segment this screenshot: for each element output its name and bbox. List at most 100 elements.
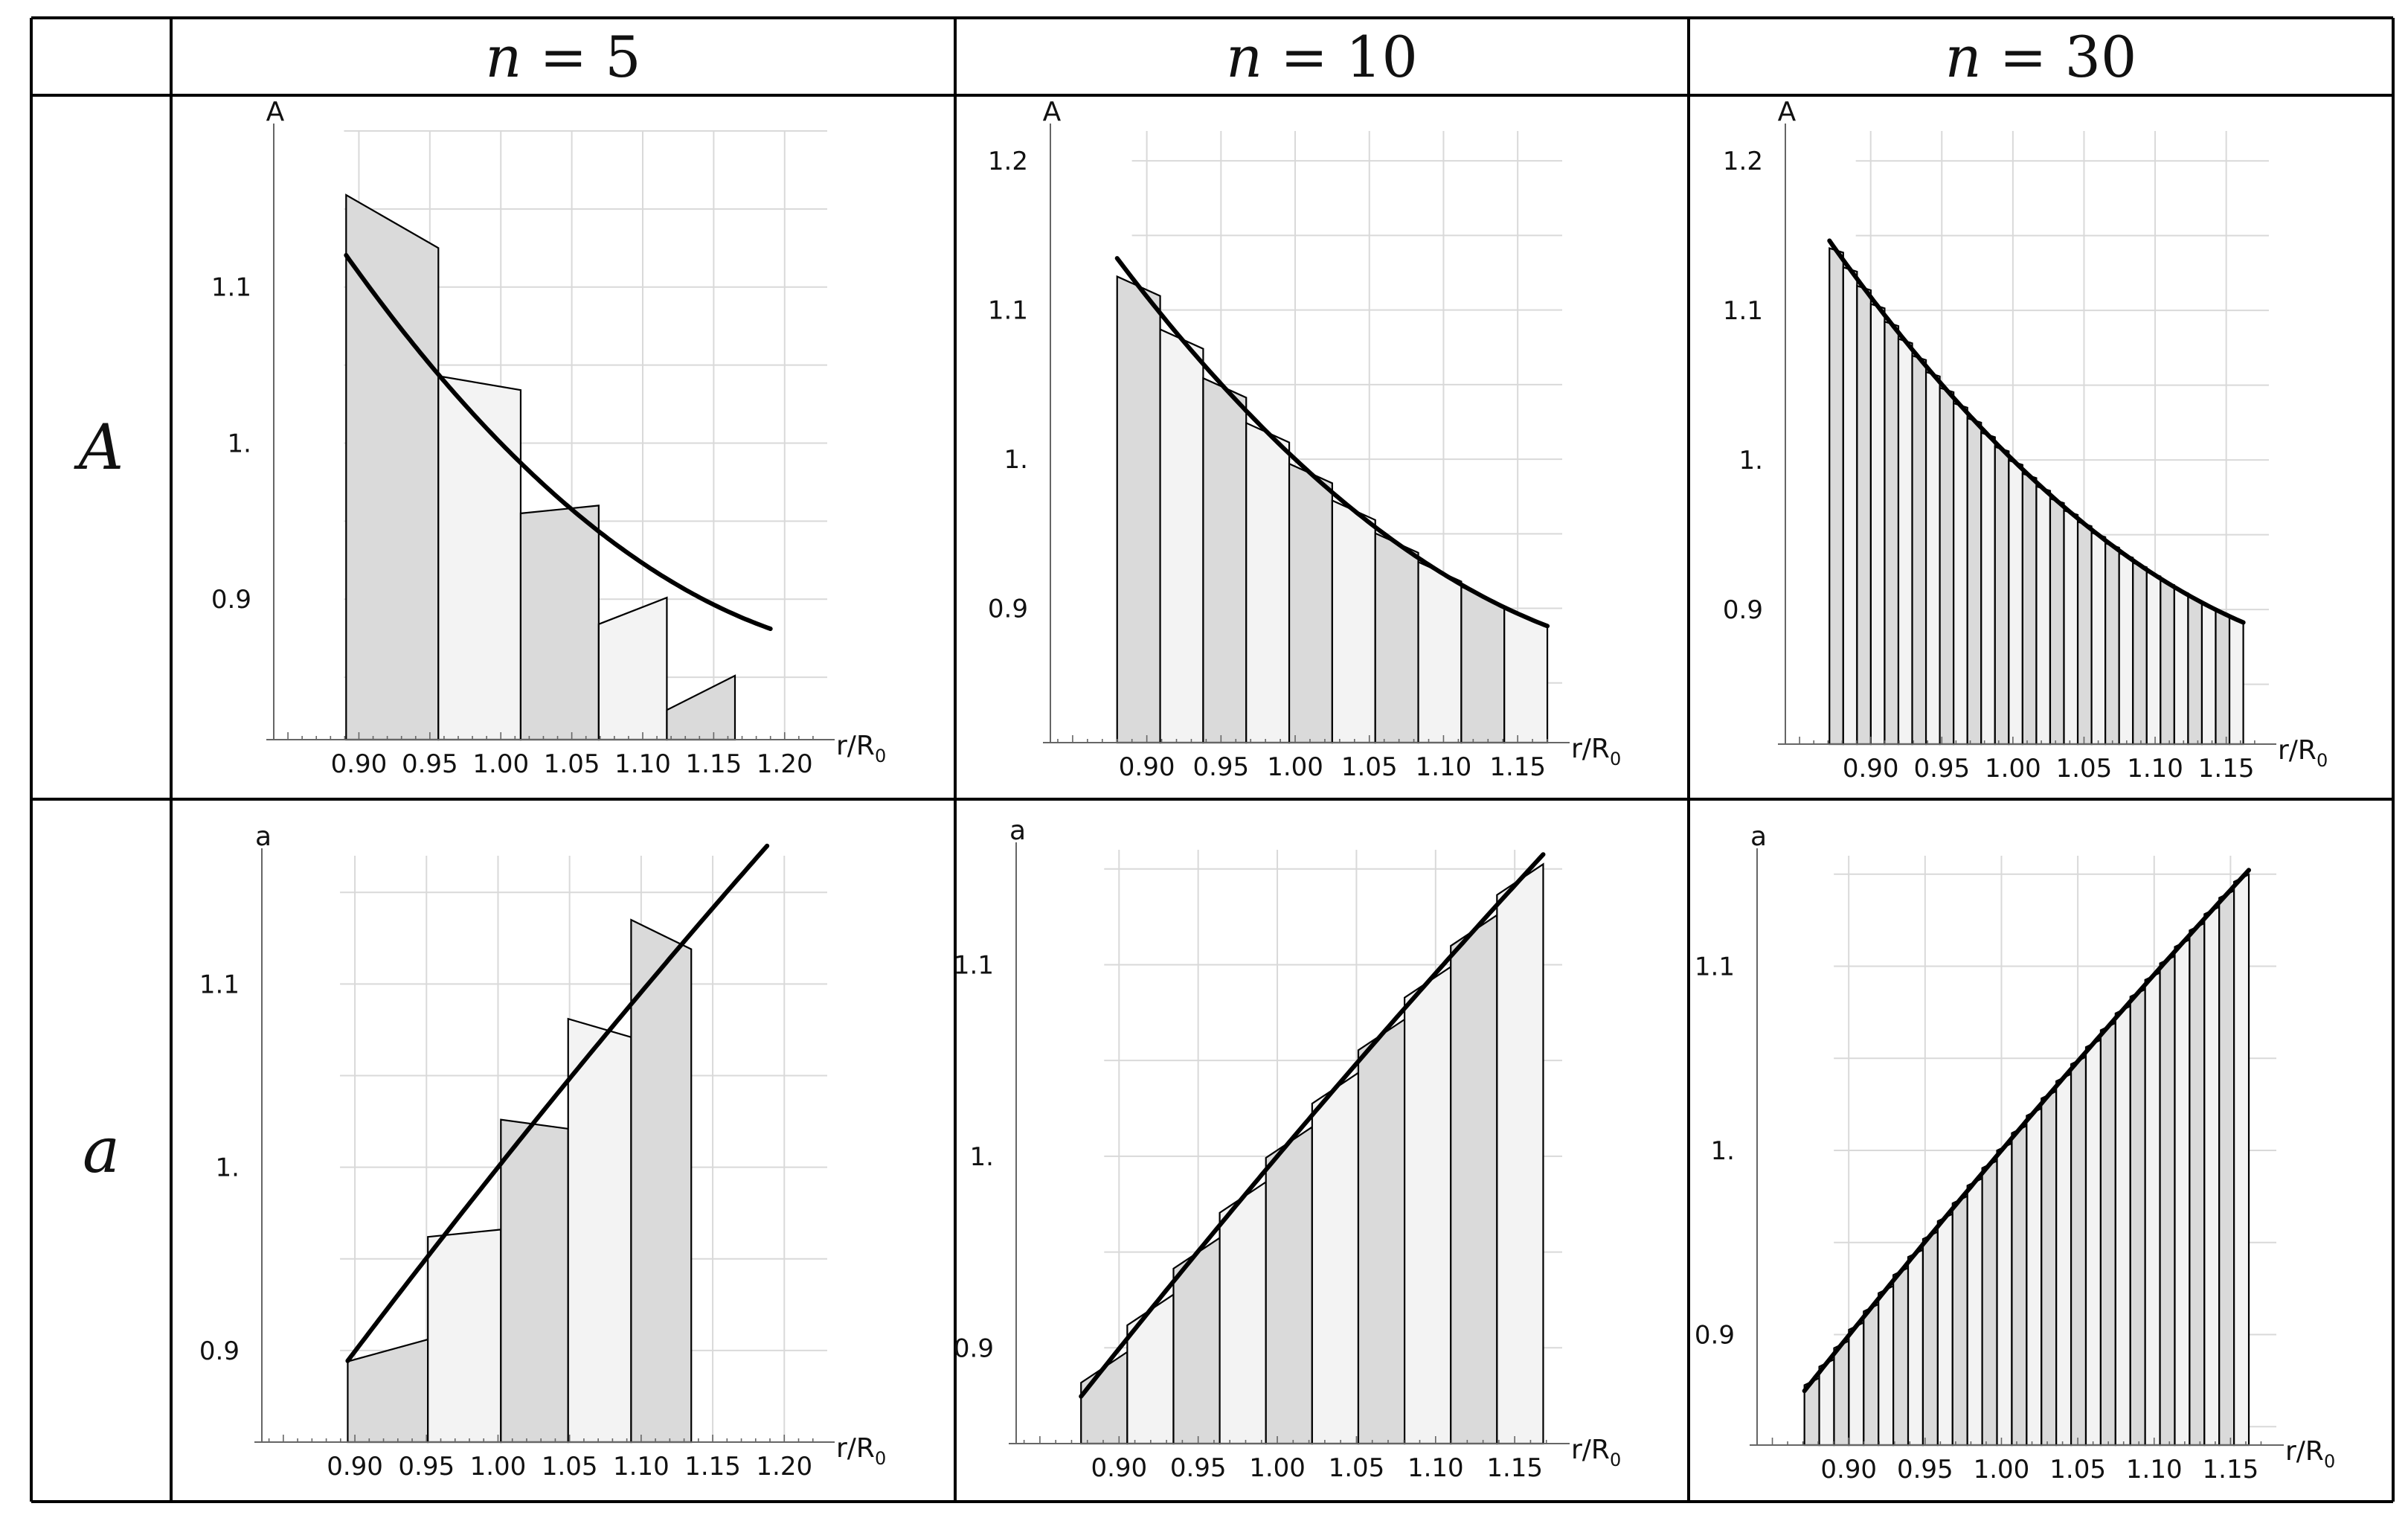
- chart-a-n5-xtick-label-1: 0.95: [398, 1452, 455, 1482]
- chart-a-n30-bar-17: [2041, 1089, 2058, 1447]
- chart-a-n30-ytick-label-2: 1.1: [1695, 952, 1735, 982]
- chart-a-n30-xtick-label-1: 0.95: [1897, 1455, 1953, 1485]
- chart-A-n30-bar-27: [2187, 595, 2203, 746]
- chart-a-n10-bar-7: [1357, 1017, 1406, 1445]
- chart-A-n30-bar-26: [2173, 587, 2189, 746]
- chart-a-n5-bar-5: [630, 918, 693, 1444]
- chart-a-n5-bars: [347, 918, 693, 1444]
- chart-a-n30-bar-16: [2026, 1107, 2043, 1447]
- chart-A-n10-axes: [1043, 124, 1570, 743]
- chart-a-n30-bar-13: [1981, 1159, 1998, 1447]
- chart-A-n10-xtick-label-4: 1.10: [1416, 752, 1472, 782]
- chart-A-n5-ytick-label-2: 1.1: [211, 273, 251, 303]
- chart-A-n10-bar-4: [1245, 421, 1291, 744]
- chart-a-n30-xtick-label-3: 1.05: [2049, 1455, 2106, 1485]
- chart-A-n30-bar-8: [1924, 371, 1941, 746]
- chart-a-n30-xlabel: r/R0: [2285, 1436, 2335, 1472]
- chart-A-n10-xtick-label-3: 1.05: [1341, 752, 1398, 782]
- chart-A-n30-ytick-label-3: 1.2: [1723, 147, 1763, 176]
- chart-a-n10-ylabel: a: [1009, 816, 1026, 846]
- chart-A-n5-xtick-label-0: 0.90: [331, 749, 388, 779]
- chart-a-n10-xlabel-sub: 0: [1610, 1450, 1621, 1470]
- chart-a-n5-bar-1: [347, 1338, 429, 1444]
- chart-a-n5-bar-4: [567, 1017, 632, 1444]
- chart-A-n10-ytick-label-1: 1.: [1004, 445, 1028, 475]
- chart-A-n30-xlabel-main: r/R: [2278, 735, 2317, 766]
- column-header-n10-eq: = 10: [1262, 23, 1418, 90]
- chart-a-n30-bar-27: [2189, 922, 2206, 1447]
- chart-A-n30-bar-25: [2160, 579, 2175, 746]
- chart-a-n30-axes: [1750, 848, 2284, 1446]
- chart-A-n10-tick-labels: 0.90 0.95 1.00 1.05 1.10 1.15 0.9 1. 1.1 1.2: [988, 147, 1546, 782]
- chart-a-n30-bar-28: [2203, 906, 2221, 1447]
- chart-a-n30-curve: [1802, 868, 2251, 1394]
- chart-a-n30-bar-26: [2174, 938, 2191, 1447]
- chart-A-n5-curve: [344, 253, 773, 631]
- chart-A-n30-bar-22: [2118, 552, 2134, 746]
- chart-A-n30-bar-28: [2200, 603, 2217, 746]
- chart-A-n30-curve: [1827, 238, 2246, 625]
- chart-A-n30-xtick-label-1: 0.95: [1913, 754, 1970, 784]
- chart-a-n5-xlabel-main: r/R: [836, 1433, 875, 1464]
- chart-A-n5-bar-5: [666, 674, 736, 741]
- chart-A-n30-ytick-label-1: 1.: [1739, 446, 1763, 475]
- chart-A-n5-xtick-label-2: 1.00: [472, 749, 529, 779]
- row-header-A-label: A: [78, 411, 124, 484]
- chart-A-n10-ylabel: A: [1043, 97, 1062, 127]
- chart-A-n5-bar-2: [437, 374, 522, 741]
- column-header-n10-var: n: [1226, 23, 1263, 90]
- chart-a-n5-xtick-label-3: 1.05: [542, 1452, 598, 1482]
- chart-a-n5-xtick-label-6: 1.20: [756, 1452, 812, 1482]
- chart-A-n30-xtick-label-3: 1.05: [2056, 754, 2113, 784]
- chart-A-n30-ytick-label-2: 1.1: [1723, 296, 1763, 326]
- chart-A-n30-ytick-label-0: 0.9: [1723, 595, 1763, 625]
- column-header-n5: n = 5: [171, 18, 955, 95]
- chart-A-n30-ylabel: A: [1778, 97, 1797, 127]
- column-header-n30-var: n: [1945, 23, 1982, 90]
- chart-a-n5: 0.90 0.95 1.00 1.05 1.10 1.15 1.20 0.9 1. 1.1 a r/R…: [199, 822, 886, 1482]
- chart-a-n10-bars: [1080, 862, 1544, 1445]
- chart-a-n30-bar-6: [1878, 1284, 1895, 1447]
- chart-a-n10-xlabel-main: r/R: [1571, 1435, 1610, 1465]
- chart-a-n5-xtick-label-2: 1.00: [470, 1452, 527, 1482]
- chart-a-n30-bar-19: [2070, 1055, 2087, 1447]
- chart-A-n30-bar-12: [1980, 432, 1996, 746]
- chart-a-n5-ytick-label-2: 1.1: [199, 970, 240, 999]
- chart-a-n5-axes: [254, 848, 835, 1443]
- chart-A-n10-bar-10: [1503, 606, 1549, 744]
- chart-a-n10-ytick-label-1: 1.: [970, 1142, 994, 1172]
- chart-a-n10-bar-8: [1403, 965, 1452, 1445]
- chart-A-n5-xtick-label-1: 0.95: [402, 749, 458, 779]
- chart-A-n30-xtick-label-5: 1.15: [2198, 754, 2255, 784]
- chart-a-n5-bar-2: [427, 1229, 502, 1444]
- chart-a-n10-tick-labels: 0.90 0.95 1.00 1.05 1.10 1.15 0.9 1. 1.1: [954, 950, 1543, 1483]
- chart-a-n5-xlabel: r/R0: [836, 1433, 886, 1469]
- chart-a-n30-bar-8: [1907, 1248, 1924, 1447]
- chart-a-n10-bar-6: [1311, 1071, 1360, 1445]
- chart-a-n30-bar-7: [1892, 1266, 1910, 1447]
- chart-A-n10-curve: [1114, 256, 1550, 629]
- chart-A-n5-xtick-label-5: 1.15: [686, 749, 742, 779]
- chart-A-n30-xlabel-sub: 0: [2317, 750, 2328, 771]
- chart-A-n30-bar-23: [2132, 561, 2148, 746]
- chart-A-n10-bar-7: [1374, 531, 1419, 744]
- chart-a-n30-xtick-label-4: 1.10: [2126, 1455, 2183, 1485]
- chart-a-n10-xtick-label-5: 1.15: [1486, 1453, 1543, 1483]
- chart-A-n5-bar-3: [519, 505, 600, 741]
- chart-a-n30-xtick-label-2: 1.00: [1974, 1455, 2030, 1485]
- chart-a-n10-bar-3: [1172, 1236, 1221, 1445]
- chart-A-n30-bar-1: [1829, 247, 1844, 746]
- chart-a-n10-bar-4: [1219, 1180, 1267, 1445]
- chart-A-n5-xlabel-sub: 0: [875, 746, 886, 766]
- chart-a-n30-bar-10: [1936, 1212, 1953, 1447]
- chart-A-n30-bar-10: [1953, 402, 1968, 746]
- chart-a-n5-xtick-label-4: 1.10: [613, 1452, 670, 1482]
- chart-A-n30-bars: [1829, 247, 2244, 746]
- chart-A-n10-bar-8: [1417, 560, 1463, 744]
- chart-A-n5-axes: [266, 124, 835, 740]
- chart-A-n5-xlabel: r/R0: [836, 731, 886, 766]
- chart-A-n5-tick-labels: 0.90 0.95 1.00 1.05 1.10 1.15 1.20 0.9 1. 1.1: [211, 273, 813, 779]
- chart-a-n5-xtick-label-0: 0.90: [327, 1452, 383, 1482]
- chart-a-n10-bar-5: [1265, 1125, 1313, 1445]
